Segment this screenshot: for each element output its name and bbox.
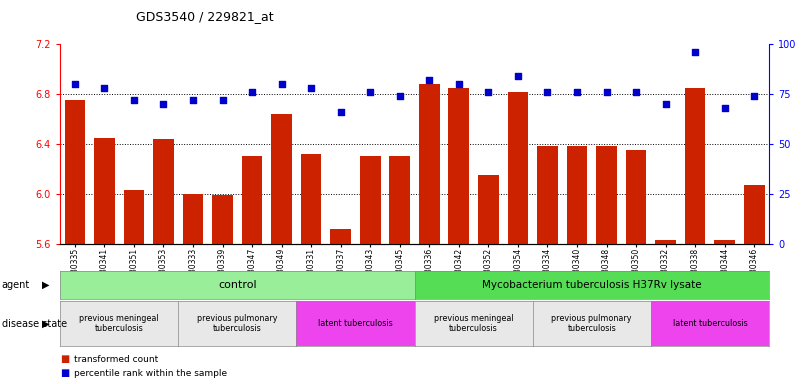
Point bbox=[276, 81, 288, 87]
Point bbox=[187, 97, 199, 103]
Point bbox=[98, 85, 111, 91]
Text: previous meningeal
tuberculosis: previous meningeal tuberculosis bbox=[79, 314, 159, 333]
Bar bbox=[272, 114, 292, 384]
Point bbox=[216, 97, 229, 103]
Text: previous pulmonary
tuberculosis: previous pulmonary tuberculosis bbox=[197, 314, 277, 333]
Point bbox=[718, 105, 731, 111]
Text: agent: agent bbox=[2, 280, 30, 290]
Bar bbox=[65, 100, 85, 384]
Point bbox=[659, 101, 672, 107]
Text: ▶: ▶ bbox=[42, 280, 49, 290]
Point bbox=[68, 81, 81, 87]
Bar bbox=[360, 157, 380, 384]
Bar bbox=[212, 195, 233, 384]
Text: GDS3540 / 229821_at: GDS3540 / 229821_at bbox=[136, 10, 274, 23]
Bar bbox=[449, 88, 469, 384]
Text: ■: ■ bbox=[60, 354, 70, 364]
Point bbox=[689, 49, 702, 55]
Bar bbox=[626, 150, 646, 384]
Text: latent tuberculosis: latent tuberculosis bbox=[318, 319, 392, 328]
Point bbox=[157, 101, 170, 107]
Text: Mycobacterium tuberculosis H37Rv lysate: Mycobacterium tuberculosis H37Rv lysate bbox=[482, 280, 702, 290]
Bar bbox=[478, 175, 499, 384]
Text: percentile rank within the sample: percentile rank within the sample bbox=[74, 369, 227, 378]
Bar bbox=[744, 185, 764, 384]
Point bbox=[127, 97, 140, 103]
Text: ■: ■ bbox=[60, 368, 70, 378]
Point bbox=[364, 89, 376, 95]
Point bbox=[393, 93, 406, 99]
Bar bbox=[389, 157, 410, 384]
Text: previous pulmonary
tuberculosis: previous pulmonary tuberculosis bbox=[552, 314, 632, 333]
Point bbox=[304, 85, 317, 91]
Point bbox=[541, 89, 553, 95]
Bar bbox=[123, 190, 144, 384]
Bar bbox=[537, 146, 557, 384]
Point bbox=[334, 109, 347, 115]
Point bbox=[570, 89, 583, 95]
Bar bbox=[685, 88, 706, 384]
Point bbox=[423, 77, 436, 83]
Bar bbox=[655, 240, 676, 384]
Point bbox=[246, 89, 259, 95]
Bar bbox=[419, 84, 440, 384]
Point bbox=[482, 89, 495, 95]
Bar bbox=[714, 240, 735, 384]
Text: ▶: ▶ bbox=[42, 319, 49, 329]
Point bbox=[630, 89, 642, 95]
Text: transformed count: transformed count bbox=[74, 355, 158, 364]
Point bbox=[512, 73, 525, 79]
Bar bbox=[242, 157, 263, 384]
Point bbox=[600, 89, 613, 95]
Text: disease state: disease state bbox=[2, 319, 66, 329]
Point bbox=[748, 93, 761, 99]
Bar bbox=[153, 139, 174, 384]
Text: latent tuberculosis: latent tuberculosis bbox=[673, 319, 747, 328]
Text: control: control bbox=[218, 280, 256, 290]
Bar bbox=[301, 154, 321, 384]
Bar bbox=[566, 146, 587, 384]
Bar bbox=[508, 91, 528, 384]
Text: previous meningeal
tuberculosis: previous meningeal tuberculosis bbox=[434, 314, 513, 333]
Bar bbox=[183, 194, 203, 384]
Point bbox=[453, 81, 465, 87]
Bar bbox=[94, 138, 115, 384]
Bar bbox=[596, 146, 617, 384]
Bar bbox=[330, 229, 351, 384]
